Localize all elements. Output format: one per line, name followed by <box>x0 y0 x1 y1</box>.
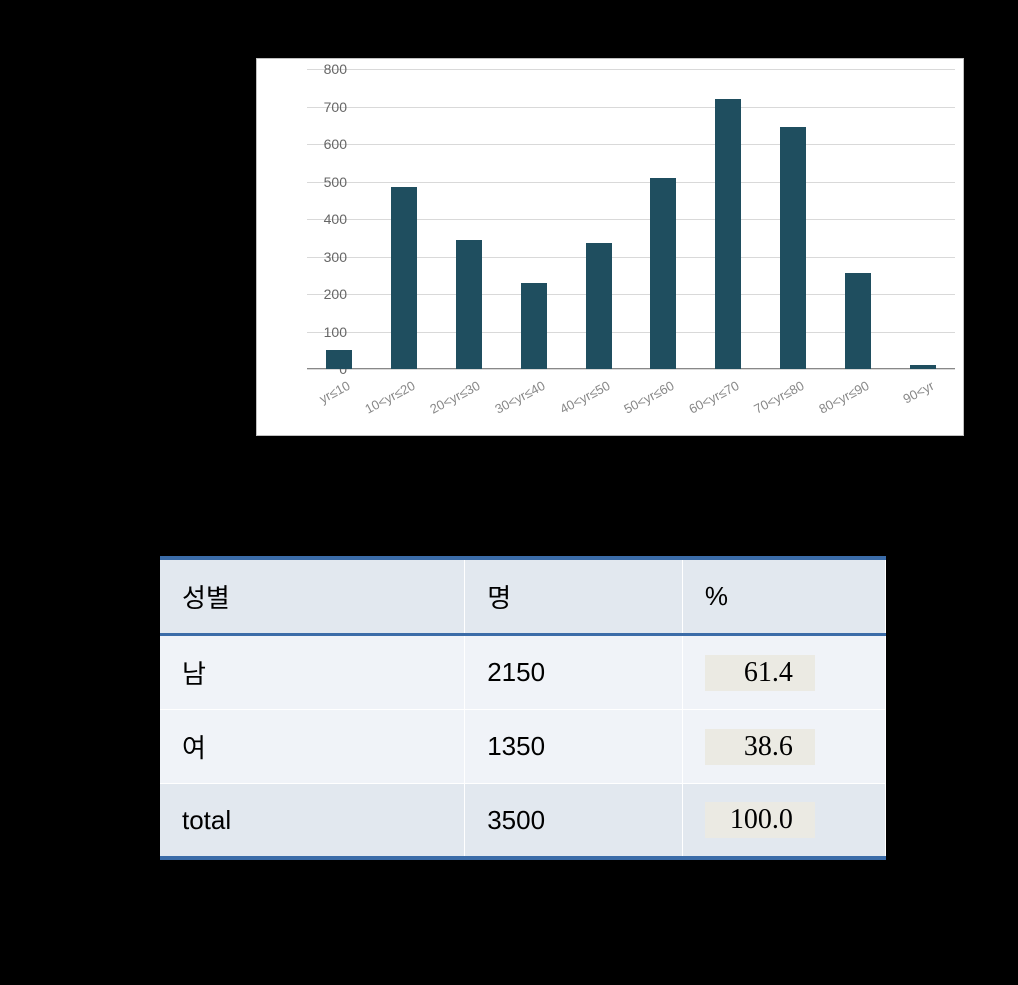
chart-bar <box>780 127 806 369</box>
chart-ytick-label: 700 <box>307 99 347 115</box>
table-header-row: 성별 명 % <box>160 558 886 635</box>
chart-ytick-label: 100 <box>307 324 347 340</box>
cell-label: 여 <box>160 710 465 784</box>
cell-percent: 100.0 <box>682 784 885 859</box>
col-header-percent: % <box>682 558 885 635</box>
data-table: 성별 명 % 남2150 61.4 여1350 38.6 total3500 100.0 <box>160 556 886 860</box>
cell-percent: 38.6 <box>682 710 885 784</box>
chart-ytick-label: 600 <box>307 136 347 152</box>
percent-value: 61.4 <box>705 655 815 691</box>
table-row: 남2150 61.4 <box>160 635 886 710</box>
chart-xtick-label: 10<yr≤20 <box>349 378 418 424</box>
chart-bar <box>521 283 547 369</box>
chart-ytick-label: 400 <box>307 211 347 227</box>
chart-bar <box>650 178 676 369</box>
chart-gridline <box>307 369 955 370</box>
table-row: 여1350 38.6 <box>160 710 886 784</box>
chart-bar <box>586 243 612 369</box>
col-header-gender: 성별 <box>160 558 465 635</box>
chart-ytick-label: 200 <box>307 286 347 302</box>
chart-bar <box>845 273 871 369</box>
chart-gridline <box>307 69 955 70</box>
chart-ytick-label: 800 <box>307 61 347 77</box>
chart-bar <box>391 187 417 369</box>
chart-xtick-label: 50<yr≤60 <box>608 378 677 424</box>
gender-table: 성별 명 % 남2150 61.4 여1350 38.6 total3500 100.0 <box>160 556 886 860</box>
chart-gridline <box>307 107 955 108</box>
chart-ytick-label: 300 <box>307 249 347 265</box>
percent-value: 100.0 <box>705 802 815 838</box>
chart-plot-area: 0100200300400500600700800 <box>307 69 955 369</box>
chart-xtick-label: 30<yr≤40 <box>478 378 547 424</box>
col-header-count: 명 <box>465 558 683 635</box>
cell-count: 3500 <box>465 784 683 859</box>
chart-xtick-label: 60<yr≤70 <box>673 378 742 424</box>
age-distribution-chart: 0100200300400500600700800 yr≤1010<yr≤202… <box>256 58 964 436</box>
chart-ytick-label: 500 <box>307 174 347 190</box>
chart-bar <box>910 365 936 369</box>
chart-xtick-label: 80<yr≤90 <box>802 378 871 424</box>
chart-gridline <box>307 182 955 183</box>
cell-label: total <box>160 784 465 859</box>
percent-value: 38.6 <box>705 729 815 765</box>
chart-bar <box>326 350 352 369</box>
chart-xtick-label: 70<yr≤80 <box>738 378 807 424</box>
cell-percent: 61.4 <box>682 635 885 710</box>
cell-count: 2150 <box>465 635 683 710</box>
chart-xtick-label: yr≤10 <box>284 378 353 424</box>
chart-gridline <box>307 144 955 145</box>
chart-bar <box>456 240 482 369</box>
table-row: total3500 100.0 <box>160 784 886 859</box>
chart-xtick-label: 20<yr≤30 <box>414 378 483 424</box>
chart-xtick-label: 40<yr≤50 <box>543 378 612 424</box>
cell-count: 1350 <box>465 710 683 784</box>
chart-bar <box>715 99 741 369</box>
chart-xtick-label: 90<yr <box>867 378 936 424</box>
cell-label: 남 <box>160 635 465 710</box>
